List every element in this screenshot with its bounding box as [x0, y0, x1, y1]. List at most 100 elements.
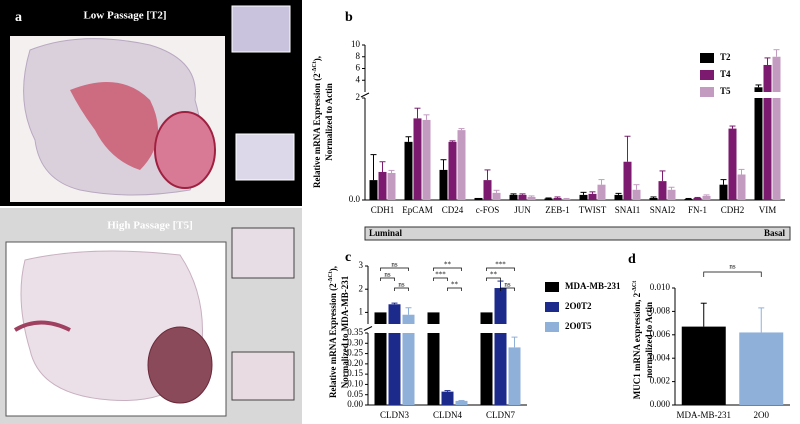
y-label-text: ),	[312, 56, 322, 61]
bar	[772, 56, 781, 92]
y-tick-label: 0.25	[347, 348, 363, 358]
significance-bracket	[703, 271, 762, 277]
x-tick-label: TWIST	[579, 205, 607, 215]
y-tick-label: 0.006	[650, 329, 671, 339]
significance-bracket	[394, 287, 409, 291]
gradient-label: Luminal	[369, 228, 403, 238]
y-axis-label: MUC1 mRNA expression, 2-ΔCt	[632, 281, 642, 399]
inset	[235, 133, 295, 181]
bar	[441, 391, 454, 405]
y-tick-label: 0.010	[650, 282, 671, 292]
bar	[667, 189, 676, 200]
x-tick-label: CD24	[442, 205, 464, 215]
significance-label: **	[490, 271, 498, 279]
inset	[231, 5, 291, 53]
bar	[455, 400, 468, 405]
bar	[387, 172, 396, 200]
bar	[427, 333, 440, 405]
y-tick-label: 0.35	[347, 327, 363, 337]
legend-swatch	[545, 322, 559, 332]
y-tick-label: 0.008	[650, 305, 671, 315]
y-tick-label: 0.20	[347, 358, 363, 368]
bar	[439, 169, 448, 200]
heart-tissue	[70, 82, 158, 170]
panel-label: c	[345, 250, 351, 265]
x-tick-label: SNAI1	[615, 205, 641, 215]
bar	[518, 194, 527, 200]
image-title: High Passage [T5]	[107, 220, 193, 232]
y-tick-label: 0.000	[650, 399, 671, 409]
y-tick-label: 0.30	[347, 337, 363, 347]
y-label-sup: -ΔCt	[328, 271, 334, 283]
bar	[527, 196, 536, 200]
y-tick-label: 8	[356, 51, 361, 61]
bar	[480, 333, 493, 405]
significance-label: ns	[384, 271, 391, 279]
y-tick-label: 0.002	[650, 376, 670, 386]
bar	[719, 184, 728, 200]
significance-bracket	[447, 287, 462, 291]
y-label-text: Relative mRNA Expression (2	[312, 73, 322, 188]
y-label-sup: -ΔCt	[632, 281, 638, 293]
bar	[508, 347, 521, 405]
y-axis-label: Normalized to Actin	[324, 83, 334, 160]
significance-bracket	[380, 267, 409, 271]
significance-bracket	[433, 267, 462, 271]
significance-label: **	[444, 261, 452, 269]
bar	[388, 333, 401, 405]
bar	[763, 98, 772, 200]
legend-label: T2	[720, 52, 731, 62]
x-tick-label: MDA-MB-231	[676, 410, 731, 420]
bar	[658, 181, 667, 200]
bar	[448, 141, 457, 200]
heart-tissue	[147, 326, 213, 404]
legend-swatch	[545, 282, 559, 292]
y-tick-label: 10	[351, 39, 361, 49]
legend-swatch	[545, 302, 559, 312]
bar	[404, 141, 413, 200]
x-tick-label: CLDN7	[486, 410, 515, 420]
bar	[754, 87, 763, 92]
bar	[374, 312, 387, 324]
legend-label: 2O0T2	[565, 301, 592, 311]
legend-label: T4	[720, 69, 731, 79]
significance-label: ns	[398, 281, 405, 289]
axis-break	[363, 326, 373, 331]
bar	[457, 130, 466, 200]
bar	[623, 161, 632, 200]
y-label-text: MUC1 mRNA expression, 2	[632, 292, 642, 399]
bar	[374, 333, 387, 405]
bar	[402, 314, 415, 324]
y-label-text: Relative mRNA Expression (2	[328, 283, 338, 398]
bar	[684, 198, 693, 200]
legend-label: 2O0T5	[565, 321, 592, 331]
legend-swatch	[700, 70, 714, 80]
bar	[544, 198, 553, 200]
x-tick-label: 2O0	[754, 410, 770, 420]
bar	[562, 198, 571, 200]
panel-label: a	[15, 10, 22, 25]
heart-tissue	[154, 111, 216, 189]
significance-bracket	[486, 277, 501, 281]
inset	[231, 227, 295, 279]
significance-bracket	[500, 287, 515, 291]
bar	[369, 180, 378, 200]
x-tick-label: JUN	[514, 205, 531, 215]
significance-label: ns	[729, 263, 736, 271]
panel-a: a Low Passage [T2] High Passage [T5]	[0, 0, 302, 424]
panel-label: b	[345, 10, 353, 25]
axis-break	[360, 92, 370, 98]
x-tick-label: CDH1	[371, 205, 395, 215]
bar	[492, 192, 501, 200]
significance-label: ns	[504, 281, 511, 289]
y-label-sup: -ΔCt	[312, 61, 318, 73]
gradient-strip	[364, 226, 791, 241]
panel-label: d	[628, 252, 636, 267]
bar	[474, 197, 483, 200]
bar	[614, 194, 623, 200]
legend-swatch	[700, 53, 714, 63]
y-axis-label: Relative mRNA Expression (2-ΔCt),	[328, 266, 338, 398]
y-tick-label: 4	[356, 74, 361, 84]
x-tick-label: c-FOS	[476, 205, 500, 215]
bar	[509, 194, 518, 200]
